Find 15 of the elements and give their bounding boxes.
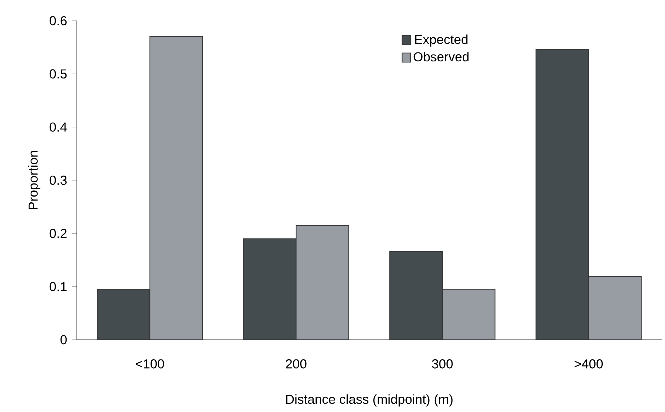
- y-tick-label: 0.1: [50, 282, 67, 292]
- y-tick-label: 0.2: [50, 229, 67, 238]
- y-tick-label: 0.5: [50, 70, 67, 79]
- y-tick-label: 0.4: [50, 122, 68, 132]
- legend-label: Observed: [414, 52, 469, 62]
- y-tick-label: 0.3: [50, 176, 67, 186]
- y-tick-label: 0: [60, 335, 67, 345]
- legend-label: Expected: [415, 34, 468, 47]
- y-tick-label: 0.6: [50, 16, 67, 26]
- y-axis-title: Proportion: [28, 151, 41, 210]
- x-tick-label: <100: [136, 360, 164, 369]
- x-tick-label: 200: [286, 360, 307, 369]
- x-axis-title: Distance class (midpoint) (m): [286, 394, 453, 407]
- x-tick-label: 300: [432, 360, 453, 369]
- x-tick-label: >400: [574, 360, 604, 369]
